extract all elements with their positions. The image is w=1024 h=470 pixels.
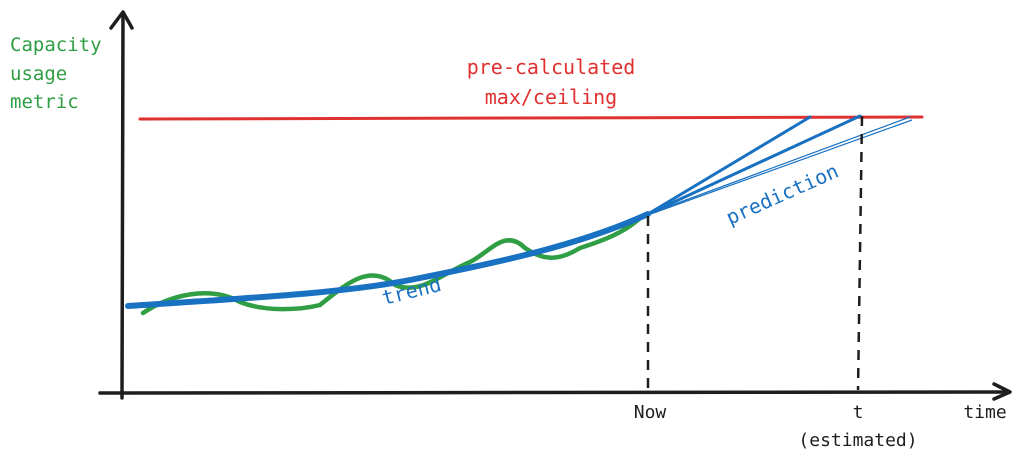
x-axis-label: time [963,402,1006,423]
x-axis-arrowhead [992,382,1012,401]
estimated-label: (estimated) [798,430,917,451]
y-axis [120,12,125,400]
x-axis [98,390,1010,395]
now-label: Now [634,402,667,423]
y-axis-label-line1: Capacity [10,34,102,56]
prediction-label: prediction [722,159,842,230]
prediction-line-shallow-b [647,119,913,216]
t-marker [856,115,864,391]
prediction-line-estimate [646,114,862,216]
usage-curve [140,215,643,316]
y-axis-label-line3: metric [10,91,79,113]
prediction-line-steep [646,115,812,216]
trend-label: trend [379,272,443,310]
trend-line [125,211,651,309]
prediction-line-shallow-a [647,116,911,215]
y-axis-label-line2: usage [10,63,67,85]
y-axis-arrowhead [109,10,134,30]
ceiling-label-line2: max/ceiling [485,85,617,109]
t-label: t [853,402,864,423]
ceiling-line [138,115,924,121]
ceiling-label-line1: pre-calculated [467,55,636,79]
